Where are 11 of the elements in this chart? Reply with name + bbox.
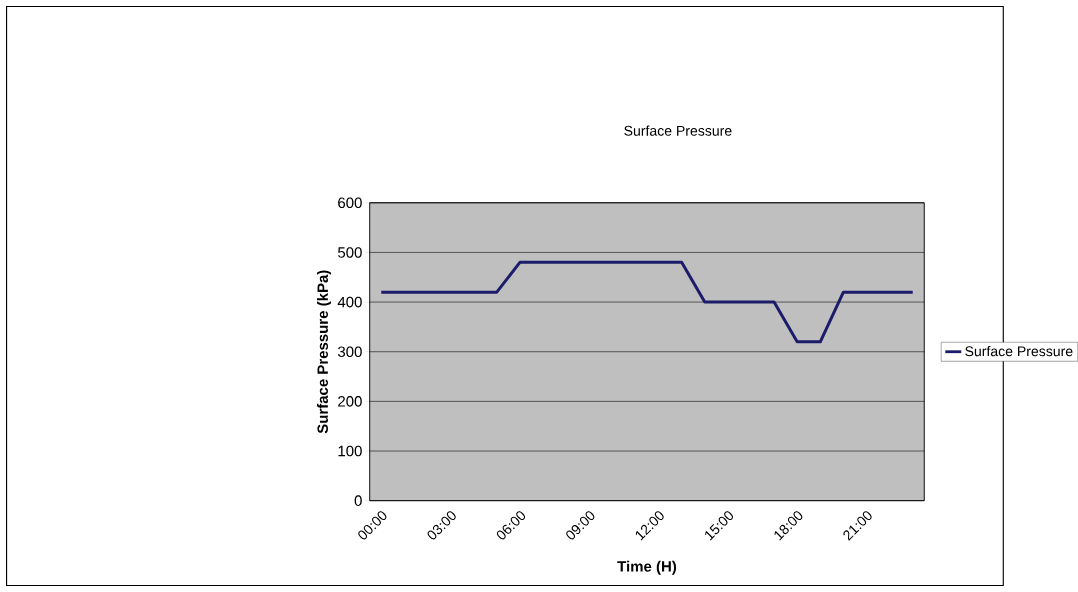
y-axis-title: Surface Pressure (kPa)	[317, 270, 331, 434]
x-axis-title: Time (H)	[617, 560, 677, 575]
legend-label: Surface Pressure	[965, 345, 1073, 357]
y-tick-label: 300	[337, 346, 362, 358]
y-tick-label: 500	[338, 247, 362, 258]
chart-title: Surface Pressure	[624, 125, 732, 136]
y-tick-label: 600	[338, 197, 362, 209]
y-tick-label: 0	[354, 495, 362, 506]
y-tick-label: 200	[338, 396, 362, 407]
y-tick-label: 400	[337, 296, 362, 308]
y-tick-label: 100	[338, 445, 362, 457]
